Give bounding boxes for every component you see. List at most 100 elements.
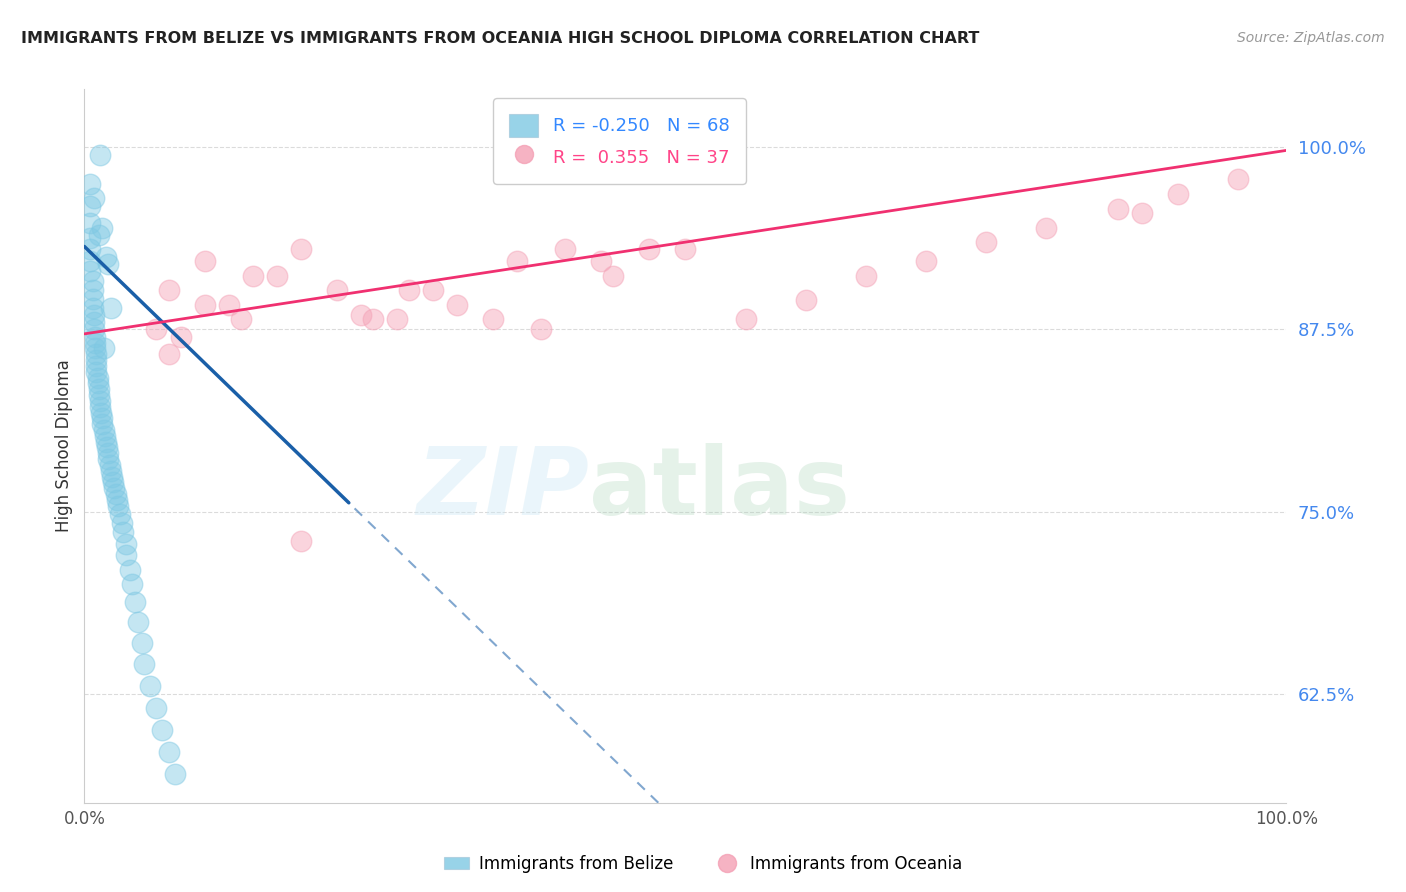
Point [86, 347, 108, 361]
Point [602, 268, 624, 283]
Text: ZIP: ZIP [416, 442, 589, 535]
Point [422, 283, 444, 297]
Point [103, 475, 125, 490]
Point [361, 312, 384, 326]
Point [79, 254, 101, 268]
Point [94, 434, 117, 449]
Point [89, 400, 111, 414]
Point [84, 330, 107, 344]
Point [115, 548, 138, 562]
Point [157, 283, 180, 297]
Point [107, 499, 129, 513]
Point [734, 312, 756, 326]
Point [350, 308, 373, 322]
Point [145, 701, 167, 715]
Point [915, 254, 938, 268]
Point [1167, 187, 1189, 202]
Point [127, 615, 149, 630]
Point [82, 292, 104, 306]
Point [86, 376, 108, 391]
Point [97, 452, 120, 467]
Point [591, 254, 613, 268]
Point [446, 298, 468, 312]
Point [157, 347, 180, 361]
Point [91, 220, 114, 235]
Point [97, 257, 120, 271]
Point [134, 657, 156, 672]
Point [100, 464, 122, 478]
Point [87, 388, 110, 402]
Point [110, 508, 132, 522]
Point [83, 315, 105, 329]
Point [121, 577, 143, 591]
Point [131, 635, 153, 649]
Point [482, 312, 505, 326]
Point [638, 243, 661, 257]
Point [79, 231, 101, 245]
Point [93, 423, 115, 437]
Point [87, 227, 110, 242]
Point [79, 177, 101, 191]
Point [100, 301, 122, 315]
Point [86, 370, 108, 384]
Point [530, 322, 553, 336]
Point [194, 298, 217, 312]
Point [398, 283, 420, 297]
Point [82, 301, 104, 315]
Point [83, 191, 105, 205]
Point [139, 679, 162, 693]
Legend: Immigrants from Belize, Immigrants from Oceania: Immigrants from Belize, Immigrants from … [437, 848, 969, 880]
Point [86, 353, 108, 368]
Point [91, 411, 114, 425]
Point [86, 365, 108, 379]
Point [163, 766, 186, 780]
Point [98, 458, 121, 472]
Text: Source: ZipAtlas.com: Source: ZipAtlas.com [1237, 31, 1385, 45]
Point [111, 524, 134, 539]
Point [83, 322, 105, 336]
Point [101, 469, 124, 483]
Point [124, 595, 146, 609]
Point [89, 393, 111, 408]
Point [229, 312, 252, 326]
Point [84, 335, 107, 350]
Point [96, 441, 118, 455]
Point [89, 147, 111, 161]
Point [194, 254, 217, 268]
Point [91, 417, 114, 432]
Point [145, 322, 167, 336]
Point [1130, 206, 1153, 220]
Legend: R = -0.250   N = 68, R =  0.355   N = 37: R = -0.250 N = 68, R = 0.355 N = 37 [494, 98, 745, 184]
Point [242, 268, 264, 283]
Point [855, 268, 877, 283]
Point [152, 723, 174, 737]
Point [218, 298, 240, 312]
Point [82, 275, 104, 289]
Point [105, 492, 128, 507]
Point [169, 330, 191, 344]
Point [675, 243, 697, 257]
Text: atlas: atlas [589, 442, 851, 535]
Point [290, 243, 312, 257]
Point [97, 446, 120, 460]
Point [94, 250, 117, 264]
Point [104, 487, 127, 501]
Point [86, 359, 108, 373]
Point [118, 563, 141, 577]
Point [83, 308, 105, 322]
Point [79, 243, 101, 257]
Point [794, 293, 817, 308]
Point [94, 429, 117, 443]
Point [79, 216, 101, 230]
Point [79, 264, 101, 278]
Point [84, 342, 107, 356]
Point [93, 342, 115, 356]
Point [103, 481, 125, 495]
Point [1035, 220, 1057, 235]
Point [90, 405, 112, 419]
Point [290, 533, 312, 548]
Point [1107, 202, 1129, 216]
Point [111, 516, 134, 531]
Point [115, 536, 138, 550]
Point [82, 283, 104, 297]
